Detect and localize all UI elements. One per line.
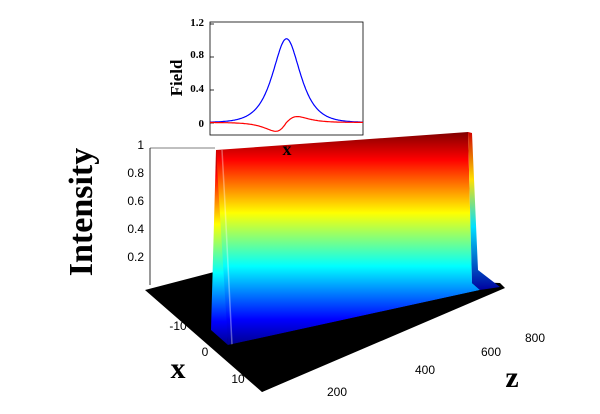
- inset-x-label: x: [283, 139, 292, 159]
- intensity-axis-label: Intensity: [63, 148, 100, 276]
- inset-plot: 1.2 0.8 0.4 0 Field x: [167, 17, 364, 159]
- inset-ytick: 0.4: [190, 83, 204, 95]
- z-tick: 400: [415, 363, 435, 377]
- inset-ytick: 0: [199, 118, 205, 130]
- inset-ytick: 0.8: [190, 49, 204, 61]
- x-tick: -10: [169, 319, 187, 333]
- surface-front-edge: [221, 149, 233, 346]
- x-tick: 0: [202, 345, 209, 359]
- intensity-tick: 0.2: [127, 250, 144, 264]
- surface-right-tail: [468, 132, 500, 290]
- intensity-tick: 0.6: [127, 194, 144, 208]
- x-axis-label: x: [171, 352, 186, 385]
- inset-ytick: 1.2: [190, 17, 204, 29]
- inset-frame: [209, 21, 364, 136]
- intensity-tick: 0.4: [127, 222, 144, 236]
- inset-series-blue: [210, 38, 363, 123]
- z-ticks: 200 400 600 800: [327, 331, 545, 399]
- surface-left-wall: [211, 150, 228, 345]
- z-axis-label: z: [505, 361, 518, 394]
- surface-ridge: [216, 132, 480, 345]
- z-tick: 800: [525, 331, 545, 345]
- intensity-tick: 0.8: [127, 166, 144, 180]
- x-ticks: -10 0 10: [169, 319, 245, 386]
- x-tick: 10: [231, 372, 245, 386]
- z-tick: 600: [481, 345, 501, 359]
- intensity-ticks: 0.2 0.4 0.6 0.8 1: [127, 138, 144, 264]
- z-tick: 200: [327, 385, 347, 399]
- surface-base-shadow: [228, 288, 500, 392]
- inset-series-red: [210, 116, 363, 132]
- intensity-tick: 1: [137, 138, 144, 152]
- inset-y-label: Field: [167, 59, 186, 96]
